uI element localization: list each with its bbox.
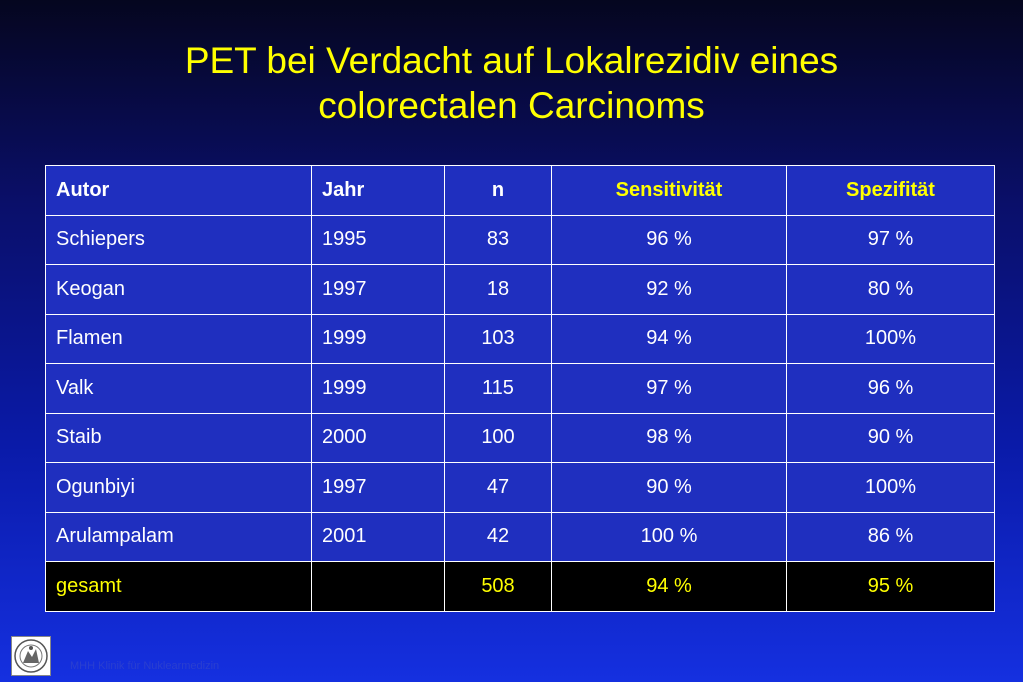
cell-spezifitaet: 97 % <box>786 214 995 265</box>
cell-spezifitaet: 100% <box>786 313 995 364</box>
table-row: Ogunbiyi 1997 47 90 % 100% <box>45 462 995 513</box>
cell-spezifitaet: 96 % <box>786 363 995 414</box>
cell-autor: Arulampalam <box>45 511 312 562</box>
header-sensitivitaet: Sensitivität <box>551 165 787 216</box>
cell-autor: Valk <box>45 363 312 414</box>
table-row: Staib 2000 100 98 % 90 % <box>45 412 995 463</box>
slide-title-line-1: PET bei Verdacht auf Lokalrezidiv eines <box>184 40 839 81</box>
total-spezifitaet: 95 % <box>786 561 995 612</box>
institution-logo-icon <box>14 639 48 673</box>
footer-text: MHH Klinik für Nuklearmedizin <box>70 660 220 672</box>
cell-spezifitaet: 80 % <box>786 264 995 315</box>
header-n: n <box>444 165 552 216</box>
cell-sensitivitaet: 100 % <box>551 511 787 562</box>
cell-n: 83 <box>444 214 552 265</box>
slide-title: PET bei Verdacht auf Lokalrezidiv eines … <box>0 38 1023 128</box>
cell-sensitivitaet: 92 % <box>551 264 787 315</box>
cell-sensitivitaet: 90 % <box>551 462 787 513</box>
table-total-row: gesamt 508 94 % 95 % <box>45 561 995 612</box>
table-header-row: Autor Jahr n Sensitivität Spezifität <box>45 165 995 216</box>
cell-sensitivitaet: 98 % <box>551 412 787 463</box>
header-jahr: Jahr <box>311 165 445 216</box>
cell-jahr: 1995 <box>311 214 445 265</box>
total-jahr <box>311 561 445 612</box>
cell-spezifitaet: 100% <box>786 462 995 513</box>
cell-autor: Flamen <box>45 313 312 364</box>
table-row: Valk 1999 115 97 % 96 % <box>45 363 995 414</box>
table-row: Schiepers 1995 83 96 % 97 % <box>45 214 995 265</box>
cell-sensitivitaet: 96 % <box>551 214 787 265</box>
cell-sensitivitaet: 97 % <box>551 363 787 414</box>
cell-autor: Ogunbiyi <box>45 462 312 513</box>
cell-jahr: 1999 <box>311 313 445 364</box>
cell-n: 100 <box>444 412 552 463</box>
cell-autor: Schiepers <box>45 214 312 265</box>
total-n: 508 <box>444 561 552 612</box>
cell-jahr: 2001 <box>311 511 445 562</box>
table-row: Flamen 1999 103 94 % 100% <box>45 313 995 364</box>
cell-n: 42 <box>444 511 552 562</box>
cell-sensitivitaet: 94 % <box>551 313 787 364</box>
slide-title-line-2: colorectalen Carcinoms <box>318 85 705 126</box>
cell-spezifitaet: 90 % <box>786 412 995 463</box>
header-autor: Autor <box>45 165 312 216</box>
total-label: gesamt <box>45 561 312 612</box>
cell-spezifitaet: 86 % <box>786 511 995 562</box>
cell-autor: Keogan <box>45 264 312 315</box>
cell-jahr: 1997 <box>311 462 445 513</box>
cell-n: 115 <box>444 363 552 414</box>
cell-jahr: 1997 <box>311 264 445 315</box>
header-spezifitaet: Spezifität <box>786 165 995 216</box>
cell-n: 18 <box>444 264 552 315</box>
cell-jahr: 1999 <box>311 363 445 414</box>
total-sensitivitaet: 94 % <box>551 561 787 612</box>
table-row: Keogan 1997 18 92 % 80 % <box>45 264 995 315</box>
results-table: Autor Jahr n Sensitivität Spezifität Sch… <box>45 165 995 612</box>
cell-autor: Staib <box>45 412 312 463</box>
cell-jahr: 2000 <box>311 412 445 463</box>
cell-n: 103 <box>444 313 552 364</box>
table-row: Arulampalam 2001 42 100 % 86 % <box>45 511 995 562</box>
cell-n: 47 <box>444 462 552 513</box>
institution-logo <box>11 636 51 676</box>
